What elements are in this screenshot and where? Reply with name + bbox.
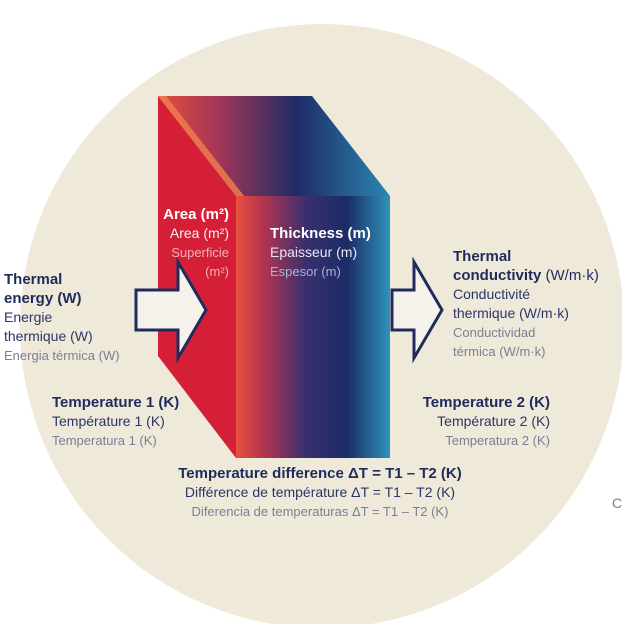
thermal-conductivity-label: Thermal conductivity (W/m·k) Conductivit… [453,247,599,361]
thermal-conductivity-fr-line1: Conductivité [453,286,531,302]
temperature-2-es: Temperatura 2 (K) [445,433,550,448]
thickness-label: Thickness (m) Epaisseur (m) Espesor (m) [270,224,371,281]
temperature-2-label: Temperature 2 (K) Température 2 (K) Temp… [390,393,550,450]
thickness-en: Thickness (m) [270,225,371,242]
thermal-energy-fr-line2: thermique (W) [4,328,93,344]
thermal-conductivity-en-unit: (W/m·k) [545,267,599,284]
temperature-2-en: Temperature 2 (K) [422,394,550,411]
block-edge-highlight [158,96,244,196]
thermal-conductivity-es-line2: térmica (W/m·k) [453,344,546,359]
output-arrow [390,256,444,364]
thermal-energy-es: Energia térmica (W) [4,348,120,363]
thermal-conductivity-en-line1: Thermal [453,248,512,265]
temperature-difference-en: Temperature difference ΔT = T1 – T2 (K) [178,465,462,482]
thermal-energy-label: Thermal energy (W) Energie thermique (W)… [4,270,120,365]
temperature-difference-es: Diferencia de temperaturas ΔT = T1 – T2 … [191,504,449,519]
input-arrow [134,256,208,364]
thickness-fr: Epaisseur (m) [270,244,358,260]
thermal-conductivity-en-bold: conductivity [453,267,542,284]
thermal-energy-en-line2: energy (W) [4,290,82,307]
thickness-es: Espesor (m) [270,264,341,279]
temperature-1-en: Temperature 1 (K) [52,394,180,411]
area-es-line1: Superficie [171,245,229,260]
temperature-difference-label: Temperature difference ΔT = T1 – T2 (K) … [130,464,510,521]
thermal-energy-fr-line1: Energie [4,309,53,325]
block-top-face [158,96,390,196]
thermal-conductivity-fr-line2: thermique (W/m·k) [453,305,569,321]
temperature-difference-fr: Différence de température ΔT = T1 – T2 (… [184,484,456,500]
block-side-face [236,196,390,458]
thermal-conductivity-es-line1: Conductividad [453,325,536,340]
temperature-1-label: Temperature 1 (K) Température 1 (K) Temp… [52,393,179,450]
temperature-1-fr: Température 1 (K) [52,413,165,429]
thermal-conductivity-en-line2: conductivity (W/m·k) [453,266,599,285]
area-fr: Area (m²) [169,225,229,241]
block-front-face [158,96,236,458]
temperature-1-es: Temperatura 1 (K) [52,433,157,448]
edge-text-fragment: C [612,495,622,511]
area-label: Area (m²) Area (m²) Superficie (m²) [150,205,229,281]
area-en: Area (m²) [163,206,229,223]
area-es-line2: (m²) [205,264,229,279]
thermal-energy-en-line1: Thermal [4,271,63,288]
temperature-2-fr: Température 2 (K) [437,413,550,429]
